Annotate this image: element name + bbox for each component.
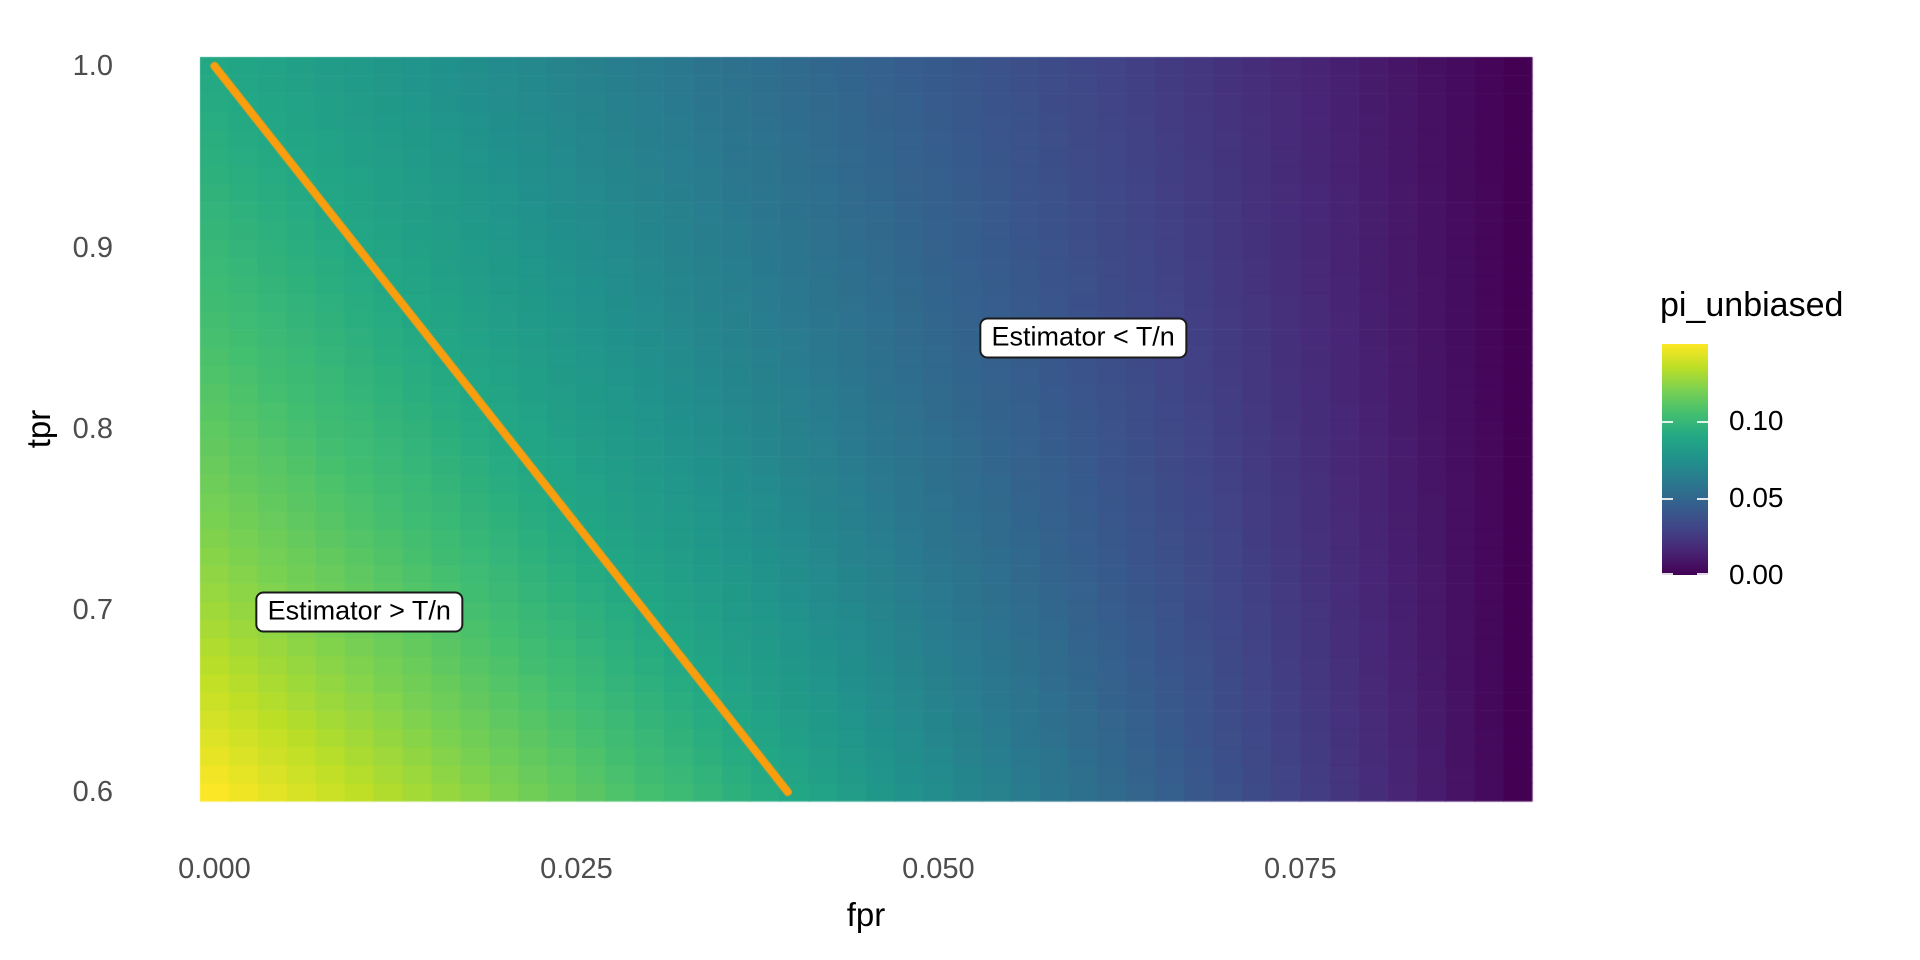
y-tick-label: 0.7 (72, 594, 113, 627)
y-tick-label: 1.0 (72, 50, 113, 83)
legend-colorbar (1662, 344, 1708, 575)
legend-tick-mark (1662, 573, 1673, 575)
legend-tick-label: 0.10 (1729, 405, 1784, 437)
legend-title: pi_unbiased (1660, 286, 1844, 324)
x-tick-label: 0.000 (178, 853, 251, 885)
x-axis-title: fpr (846, 896, 886, 933)
y-tick-label: 0.6 (72, 775, 113, 808)
y-tick-label: 0.9 (72, 231, 113, 264)
legend-tick-label: 0.05 (1729, 482, 1784, 514)
y-tick-label: 0.8 (72, 413, 113, 445)
annotation-estimator-less: Estimator < T/n (979, 317, 1187, 359)
x-tick-label: 0.050 (902, 853, 975, 885)
x-tick-label: 0.075 (1264, 853, 1337, 885)
legend-tick-mark (1697, 573, 1708, 575)
legend-tick-mark (1697, 421, 1708, 424)
x-tick-label: 0.025 (540, 853, 613, 885)
annotation-estimator-greater: Estimator > T/n (255, 591, 463, 633)
legend-tick-label: 0.00 (1729, 559, 1784, 590)
legend-tick-mark (1662, 498, 1673, 501)
legend-tick-mark (1662, 421, 1673, 424)
legend-tick-mark (1697, 498, 1708, 501)
